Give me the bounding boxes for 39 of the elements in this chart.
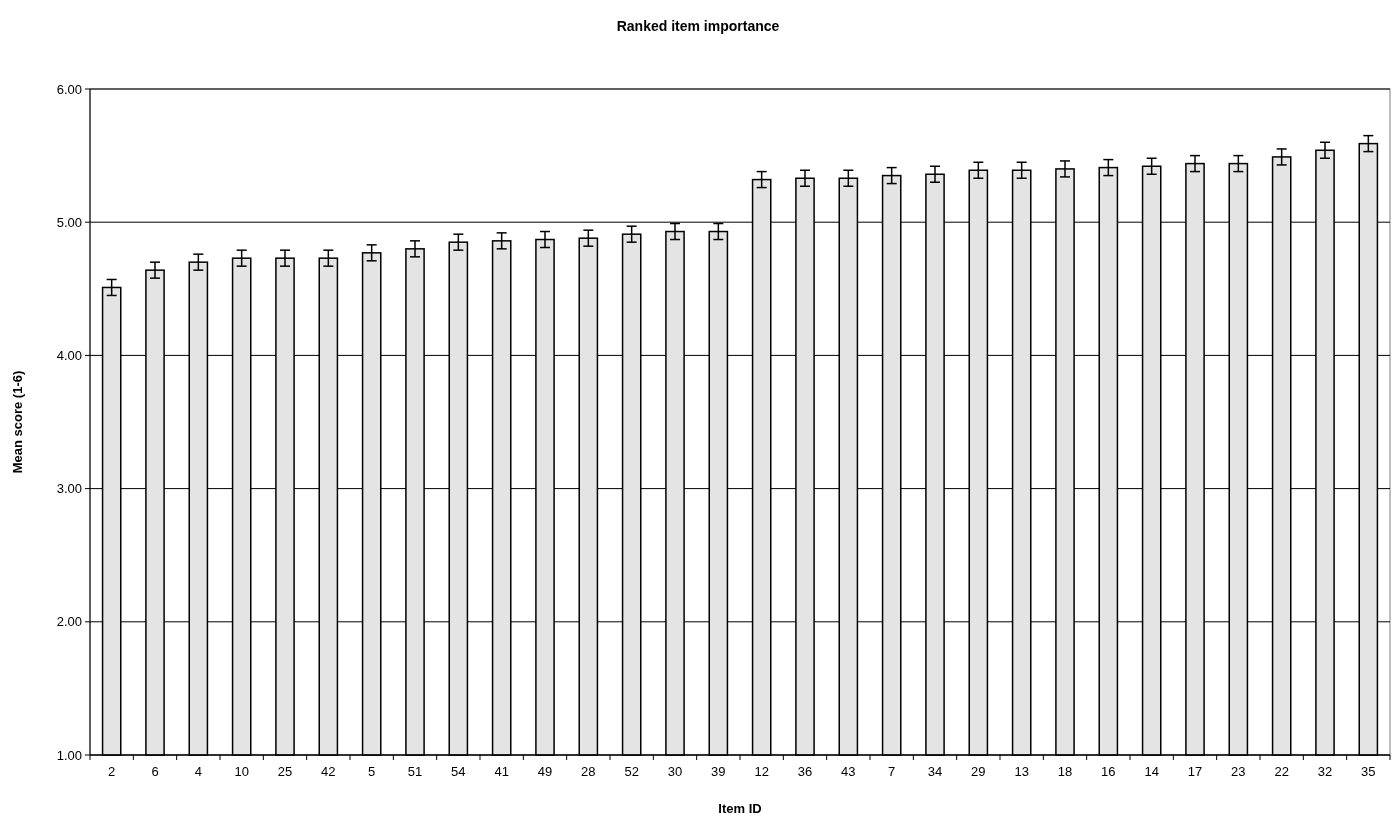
x-tick-label: 17: [1187, 764, 1203, 779]
x-tick-label: 10: [234, 764, 249, 779]
y-axis-title: Mean score (1-6): [10, 370, 25, 474]
x-tick-label: 4: [194, 764, 202, 779]
x-tick-label: 2: [108, 764, 116, 779]
x-axis-title: Item ID: [718, 801, 762, 816]
y-tick-label: 3.00: [56, 481, 82, 497]
x-tick-label: 36: [797, 764, 813, 779]
x-tick-label: 35: [1361, 764, 1376, 779]
x-tick-label: 32: [1317, 764, 1333, 779]
x-tick-label: 14: [1144, 764, 1159, 779]
x-tick-label: 28: [581, 764, 596, 779]
y-tick-label: 5.00: [56, 214, 82, 230]
x-tick-label: 41: [494, 764, 509, 779]
x-tick-label: 6: [151, 764, 159, 779]
x-tick-label: 54: [451, 764, 466, 779]
x-tick-label: 39: [711, 764, 726, 779]
x-tick-label: 23: [1231, 764, 1246, 779]
x-tick-label: 12: [754, 764, 769, 779]
y-tick-label: 2.00: [56, 614, 82, 630]
x-tick-label: 16: [1101, 764, 1116, 779]
x-tick-label: 5: [368, 764, 376, 779]
x-tick-label: 22: [1274, 764, 1289, 779]
x-tick-label: 7: [888, 764, 896, 779]
x-tick-label: 51: [407, 764, 423, 779]
x-tick-label: 49: [537, 764, 553, 779]
x-tick-label: 25: [277, 764, 293, 779]
x-tick-label: 13: [1014, 764, 1029, 779]
x-tick-label: 34: [927, 764, 943, 779]
x-tick-label: 30: [667, 764, 683, 779]
x-tick-label: 29: [971, 764, 986, 779]
y-tick-label: 1.00: [56, 747, 82, 763]
x-tick-label: 18: [1057, 764, 1073, 779]
x-tick-label: 43: [841, 764, 856, 779]
x-tick-label: 42: [321, 764, 336, 779]
x-tick-label: 52: [624, 764, 639, 779]
y-tick-label: 4.00: [56, 347, 82, 363]
chart-title: Ranked item importance: [616, 18, 780, 34]
y-tick-label: 6.00: [56, 81, 82, 97]
